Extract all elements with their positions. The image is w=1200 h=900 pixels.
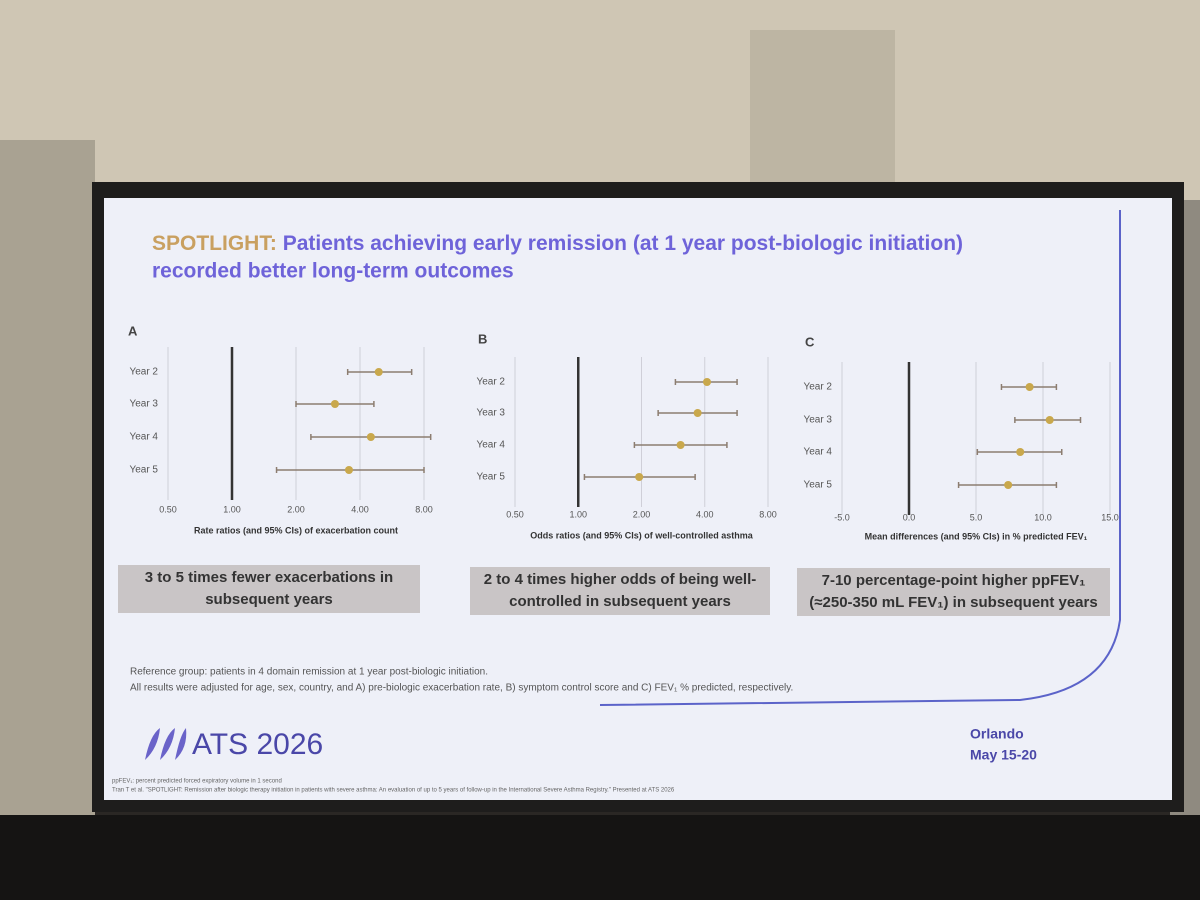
x-tick-label: -5.0 (834, 512, 850, 522)
point-estimate (676, 441, 685, 449)
summary-text: 3 to 5 times fewer exacerbations in (145, 569, 393, 586)
point-estimate (1016, 448, 1025, 456)
summary-text: (≈250-350 mL FEV₁) in subsequent years (809, 594, 1097, 611)
x-tick-label: 4.00 (351, 504, 369, 514)
point-estimate (703, 378, 712, 386)
x-tick-label: 1.00 (223, 504, 241, 514)
logo-text: ATS 2026 (192, 728, 323, 761)
room-wall (0, 0, 1200, 200)
y-tick-label: Year 5 (129, 465, 158, 476)
x-tick-label: 5.0 (970, 512, 983, 522)
summary-text: 2 to 4 times higher odds of being well- (484, 571, 757, 588)
y-tick-label: Year 2 (129, 367, 158, 378)
point-estimate (1004, 481, 1013, 489)
y-tick-label: Year 4 (129, 432, 158, 443)
point-estimate (366, 433, 375, 441)
logo: ATS 2026 (145, 728, 323, 761)
slide-decoration (599, 210, 1121, 706)
note: Reference group: patients in 4 domain re… (130, 667, 488, 678)
footnote: Tran T et al. "SPOTLIGHT: Remission afte… (112, 788, 675, 794)
summary-text: controlled in subsequent years (509, 593, 731, 610)
summary-box (470, 567, 770, 615)
summary-box (797, 568, 1110, 616)
footnote: ppFEV₁: percent predicted forced expirat… (112, 779, 282, 785)
x-tick-label: 8.00 (759, 509, 777, 519)
title-line: recorded better long-term outcomes (152, 260, 514, 283)
location: Orlando (970, 726, 1024, 742)
charts: A 0.50 1.00 2.00 4.00 8.00 Rate ratios (and 95… (118, 323, 1119, 616)
x-tick-label: 8.00 (415, 504, 433, 514)
title-line: Patients achieving early remission (at 1… (283, 232, 963, 255)
point-estimate (374, 368, 383, 376)
point-estimate (344, 466, 353, 474)
slide-title: SPOTLIGHT: Patients achieving early remi… (152, 232, 963, 255)
side-wall (0, 140, 95, 840)
point-estimate (635, 473, 644, 481)
point-estimate (330, 400, 339, 408)
y-tick-label: Year 2 (476, 377, 505, 388)
slide (104, 198, 1172, 800)
x-tick-label: 0.50 (506, 509, 524, 519)
y-tick-label: Year 2 (803, 382, 832, 393)
y-tick-label: Year 3 (476, 408, 505, 419)
title-lead: SPOTLIGHT: (152, 232, 277, 255)
note: All results were adjusted for age, sex, … (130, 683, 793, 694)
y-tick-label: Year 4 (803, 447, 832, 458)
dates: May 15-20 (970, 747, 1037, 763)
y-tick-label: Year 5 (803, 480, 832, 491)
x-tick-label: 1.00 (569, 509, 587, 519)
logo-icon (145, 728, 187, 760)
y-tick-label: Year 4 (476, 440, 505, 451)
panel-label: C (805, 334, 815, 349)
y-tick-label: Year 3 (129, 399, 158, 410)
x-tick-label: 15.0 (1101, 512, 1119, 522)
x-tick-label: 4.00 (696, 509, 714, 519)
x-tick-label: 0.50 (159, 504, 177, 514)
x-tick-label: 2.00 (633, 509, 651, 519)
panel-label: A (128, 323, 138, 338)
point-estimate (693, 409, 702, 417)
summary-text: 7-10 percentage-point higher ppFEV₁ (822, 572, 1086, 589)
y-tick-label: Year 5 (476, 472, 505, 483)
x-tick-label: 10.0 (1034, 512, 1052, 522)
x-axis-title: Odds ratios (and 95% CIs) of well-contro… (530, 530, 754, 540)
pillar (750, 30, 895, 200)
point-estimate (1045, 416, 1054, 424)
x-axis-title: Rate ratios (and 95% CIs) of exacerbatio… (194, 525, 398, 535)
summary-text: subsequent years (205, 591, 333, 608)
panel-label: B (478, 331, 487, 346)
summary-box (118, 565, 420, 613)
audience (0, 815, 1200, 900)
x-tick-label: 2.00 (287, 504, 305, 514)
point-estimate (1025, 383, 1034, 391)
y-tick-label: Year 3 (803, 415, 832, 426)
x-axis-title: Mean differences (and 95% CIs) in % pred… (865, 531, 1088, 541)
x-tick-label: 0.0 (903, 512, 916, 522)
